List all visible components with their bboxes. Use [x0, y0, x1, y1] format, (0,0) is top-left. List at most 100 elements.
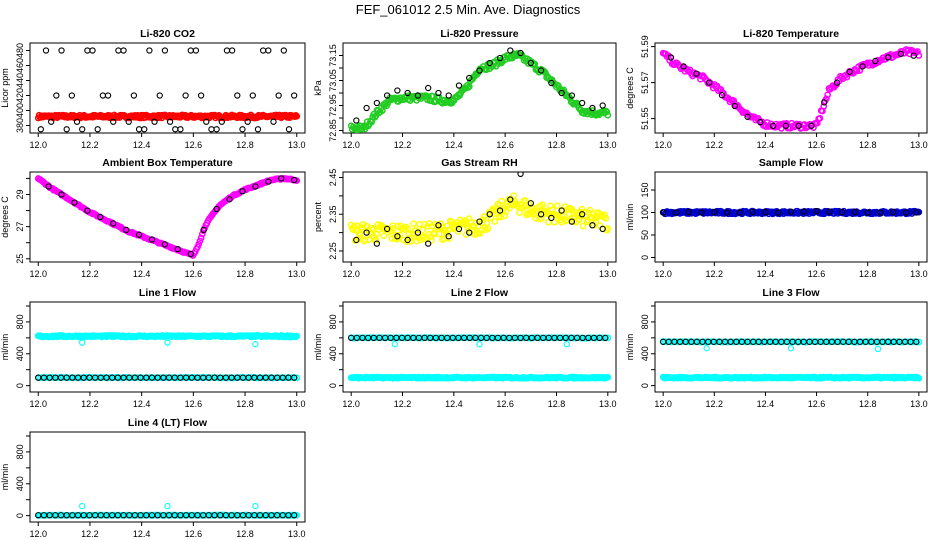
- series-open: [348, 334, 609, 341]
- x-tick-label: 12.0: [654, 399, 672, 409]
- data-point: [213, 126, 220, 133]
- plot-frame: [29, 301, 306, 393]
- data-point: [42, 47, 50, 54]
- series-fill: [659, 207, 923, 218]
- data-point: [589, 104, 596, 112]
- y-tick-label: 800: [15, 444, 25, 459]
- series-fill: [347, 50, 612, 133]
- data-point: [864, 209, 871, 216]
- y-tick-label: 0: [15, 513, 25, 518]
- data-point: [455, 225, 463, 233]
- data-point: [353, 236, 360, 244]
- data-point: [876, 338, 884, 346]
- data-point: [79, 126, 86, 133]
- data-point: [698, 209, 705, 216]
- y-tick-label: 2.35: [328, 205, 338, 223]
- x-tick-label: 12.8: [236, 140, 254, 150]
- data-point: [795, 122, 802, 129]
- x-tick-label: 13.0: [288, 269, 306, 279]
- y-tick-label: 27: [15, 222, 25, 232]
- data-point: [391, 341, 398, 348]
- data-point: [187, 250, 194, 258]
- data-points: [659, 46, 923, 132]
- data-point: [604, 111, 612, 119]
- data-point: [902, 209, 910, 216]
- x-tick-label: 12.4: [133, 140, 151, 150]
- x-tick-label: 12.0: [29, 529, 47, 539]
- x-tick-label: 12.6: [185, 529, 203, 539]
- data-point: [455, 82, 463, 89]
- data-point: [156, 92, 163, 99]
- series-outliers: [703, 345, 882, 353]
- data-point: [197, 92, 205, 99]
- data-point: [775, 209, 782, 216]
- data-point: [106, 374, 114, 381]
- data-point: [558, 89, 565, 97]
- data-point: [394, 87, 401, 94]
- data-point: [270, 118, 277, 125]
- y-tick-label: 420: [15, 88, 25, 103]
- data-point: [897, 50, 905, 57]
- data-point: [684, 66, 691, 74]
- data-point: [604, 373, 612, 381]
- data-point: [660, 209, 667, 216]
- data-point: [252, 502, 259, 510]
- y-tick-label: 800: [328, 314, 338, 329]
- data-point: [589, 222, 596, 229]
- data-point: [744, 113, 751, 120]
- data-point: [254, 126, 262, 133]
- y-tick-label: 800: [15, 314, 25, 329]
- data-point: [293, 374, 301, 382]
- series-outliers: [79, 339, 259, 348]
- x-tick-label: 12.0: [29, 269, 47, 279]
- data-point: [252, 183, 259, 190]
- data-point: [414, 229, 422, 236]
- x-tick-label: 12.8: [859, 399, 877, 409]
- data-point: [110, 220, 117, 227]
- chart-title: Line 2 Flow: [451, 287, 509, 299]
- x-tick-label: 12.6: [808, 399, 826, 409]
- series-open: [353, 172, 606, 247]
- x-tick-label: 13.0: [599, 399, 617, 409]
- x-tick-label: 12.2: [706, 140, 724, 150]
- data-point: [48, 118, 55, 125]
- data-point: [378, 107, 386, 114]
- data-point: [285, 126, 293, 133]
- data-point: [498, 197, 506, 205]
- data-point: [291, 176, 298, 184]
- chart-title: Sample Flow: [759, 157, 824, 169]
- data-point: [244, 118, 251, 125]
- data-point: [601, 211, 609, 219]
- data-point: [527, 200, 534, 207]
- data-point: [293, 112, 301, 120]
- data-point: [172, 126, 179, 133]
- data-point: [161, 241, 169, 248]
- data-point: [846, 68, 853, 75]
- y-tick-label: 2.45: [328, 169, 338, 187]
- data-point: [537, 67, 545, 74]
- x-tick-label: 12.2: [81, 140, 99, 150]
- x-tick-label: 12.6: [185, 140, 203, 150]
- chart-panel-sample: Sample Flow 12.0 12.2 12.4 12.6 12.8 13.0 0 50 10…: [625, 157, 928, 279]
- data-point: [58, 191, 65, 198]
- data-point: [228, 47, 236, 54]
- data-point: [219, 374, 227, 382]
- series-open: [667, 50, 917, 129]
- data-point: [568, 218, 576, 225]
- data-point: [825, 338, 832, 346]
- data-point: [680, 63, 687, 70]
- data-point: [293, 177, 301, 184]
- data-point: [200, 226, 207, 234]
- data-point: [813, 207, 820, 215]
- x-tick-label: 12.6: [496, 399, 514, 409]
- series-cyan-high: [34, 332, 301, 341]
- data-point: [63, 126, 70, 133]
- data-point: [349, 226, 357, 234]
- y-tick-label: 0: [640, 383, 650, 388]
- data-point: [476, 67, 483, 74]
- x-tick-label: 12.2: [81, 269, 99, 279]
- data-point: [517, 49, 524, 57]
- data-point: [913, 338, 920, 345]
- data-point: [838, 208, 846, 216]
- x-tick-label: 13.0: [599, 269, 617, 279]
